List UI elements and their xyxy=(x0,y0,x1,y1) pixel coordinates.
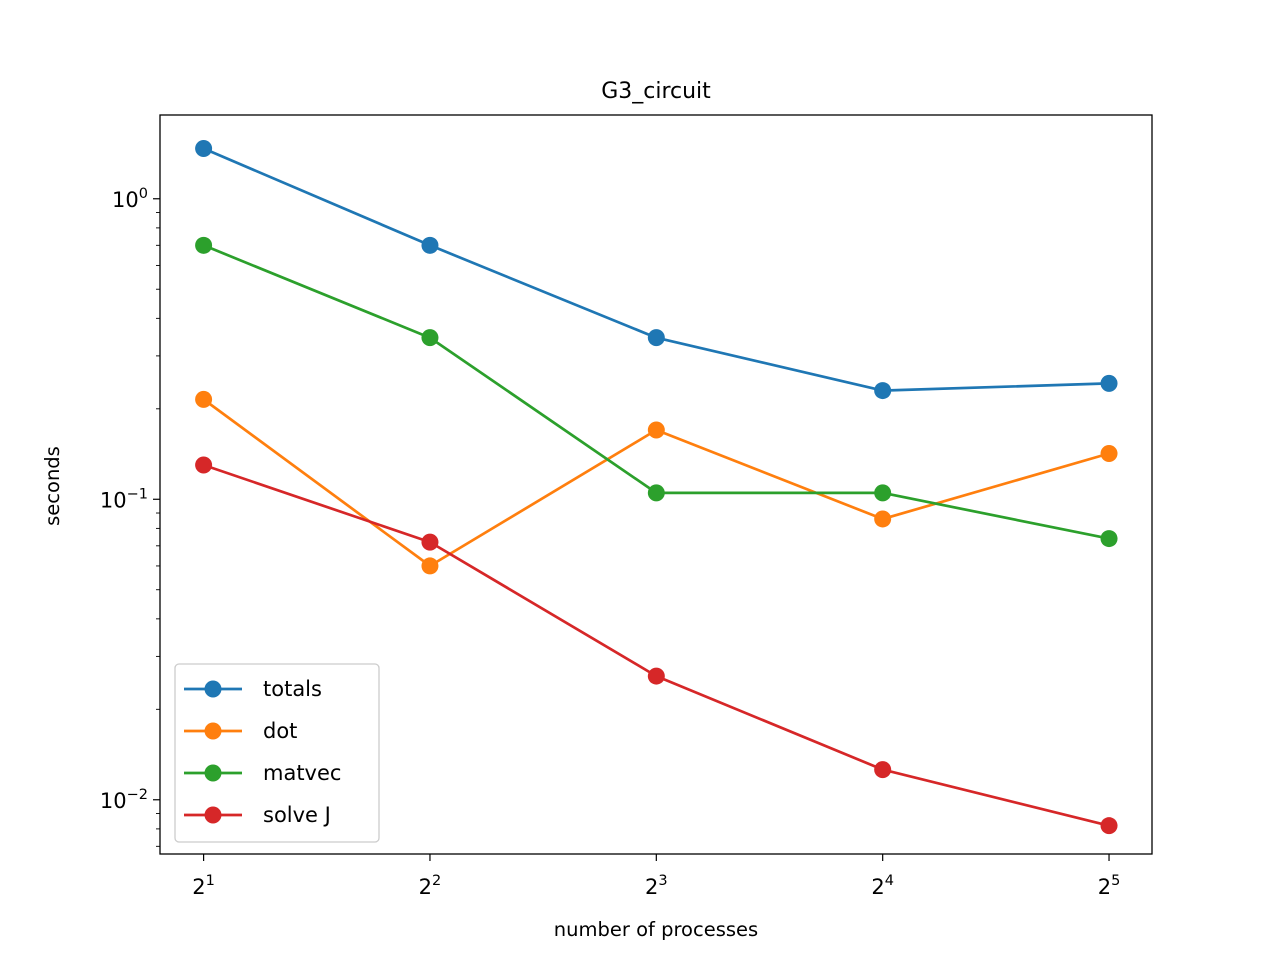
legend: totals dot matvec solve J xyxy=(174,663,380,843)
data-point xyxy=(1100,817,1118,835)
plot-frame xyxy=(159,114,1153,855)
chart-title: G3_circuit xyxy=(601,79,711,104)
y-tick-label: 10−2 xyxy=(100,787,148,813)
data-point xyxy=(195,139,213,157)
legend-box xyxy=(174,663,380,843)
data-point xyxy=(195,390,213,408)
data-point xyxy=(421,329,439,347)
legend-label: totals xyxy=(263,677,322,701)
legend-label: dot xyxy=(263,719,297,743)
series-matvec xyxy=(195,236,1118,548)
series-solve-j xyxy=(195,456,1118,835)
data-point xyxy=(421,557,439,575)
x-tick-label: 24 xyxy=(871,873,894,899)
data-point xyxy=(647,421,665,439)
legend-label: matvec xyxy=(263,761,341,785)
legend-marker xyxy=(204,764,222,782)
legend-marker xyxy=(204,680,222,698)
y-tick-label: 100 xyxy=(112,186,148,212)
legend-item: dot xyxy=(184,719,297,743)
data-point xyxy=(421,236,439,254)
data-point xyxy=(647,484,665,502)
data-point xyxy=(195,456,213,474)
data-point xyxy=(195,236,213,254)
x-axis-label: number of processes xyxy=(554,918,758,941)
data-point xyxy=(874,382,892,400)
y-tick-label: 10−1 xyxy=(100,486,148,512)
series-dot xyxy=(195,390,1118,575)
x-tick-label: 25 xyxy=(1098,873,1121,899)
y-axis-label: seconds xyxy=(41,446,64,526)
legend-item: totals xyxy=(184,677,322,701)
data-point xyxy=(874,484,892,502)
legend-marker xyxy=(204,806,222,824)
legend-item: solve J xyxy=(184,803,331,827)
series-layer xyxy=(195,139,1118,835)
data-point xyxy=(647,329,665,347)
data-point xyxy=(1100,445,1118,463)
legend-item: matvec xyxy=(184,761,341,785)
axes-layer: 21 22 23 24 25 100 10−1 10−2 xyxy=(100,114,1153,899)
data-point xyxy=(874,761,892,779)
data-point xyxy=(1100,530,1118,548)
data-point xyxy=(1100,374,1118,392)
x-tick-label: 23 xyxy=(645,873,668,899)
legend-marker xyxy=(204,722,222,740)
series-totals xyxy=(195,139,1118,400)
data-point xyxy=(421,533,439,551)
legend-label: solve J xyxy=(263,803,331,827)
x-tick-label: 22 xyxy=(419,873,442,899)
x-tick-label: 21 xyxy=(192,873,215,899)
data-point xyxy=(874,510,892,528)
data-point xyxy=(647,667,665,685)
